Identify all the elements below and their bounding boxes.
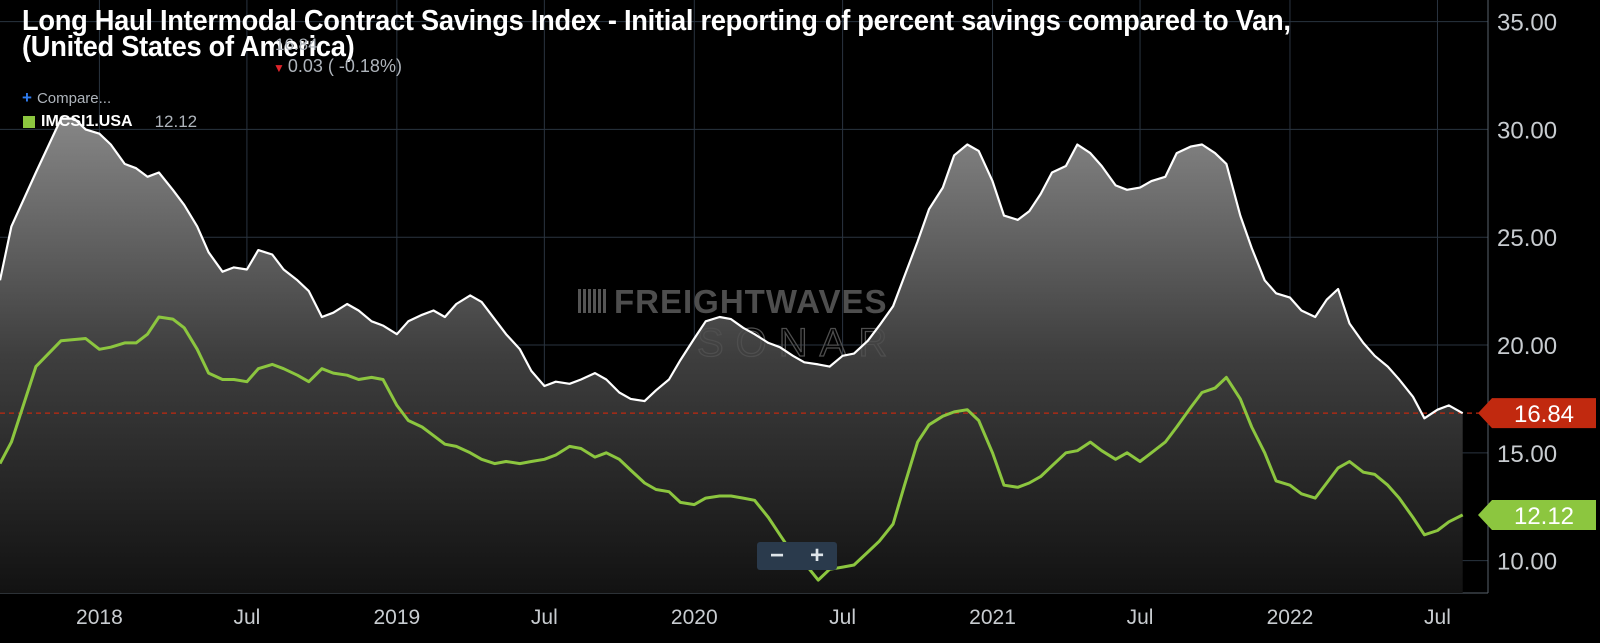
plus-icon: + [22, 88, 32, 107]
x-tick-label-6: 2021 [969, 606, 1016, 629]
y-tick-label-5: 35.00 [1497, 10, 1557, 37]
last-value-badges: 16.84 12.12 [1478, 398, 1596, 530]
watermark-logo-icon [578, 289, 606, 313]
compare-label: Compare... [36, 90, 112, 107]
header-change: ▼ 0.03 ( -0.18%) [273, 56, 402, 77]
x-tick-label-8: 2022 [1267, 606, 1314, 629]
series-lines [0, 117, 1464, 582]
watermark-line1: FREIGHTWAVES [614, 283, 888, 320]
x-tick-label-3: Jul [531, 606, 558, 629]
x-tick-label-9: Jul [1424, 606, 1451, 629]
compare-button[interactable]: + Compare... [22, 88, 111, 108]
zoom-out-button[interactable]: − [769, 542, 784, 569]
legend-series-code: IMCSI1.USA [41, 113, 133, 130]
primary-last-badge-shape [1478, 398, 1596, 429]
secondary-last-badge-text: 12.12 [1514, 503, 1574, 530]
primary-area-fill [0, 118, 1463, 593]
zoom-control: − + [757, 542, 837, 570]
y-tick-label-1: 15.00 [1497, 441, 1557, 468]
y-axis: 10.00 15.00 20.00 25.00 30.00 35.00 [1497, 10, 1557, 576]
y-tick-label-0: 10.00 [1497, 549, 1557, 576]
watermark-line2: SONAR [697, 321, 899, 365]
header-last-value: 16.84 [275, 35, 318, 54]
zoom-in-button[interactable]: + [809, 542, 824, 569]
primary-series-line [0, 117, 1464, 420]
y-tick-label-3: 25.00 [1497, 225, 1557, 252]
x-tick-label-5: Jul [829, 606, 856, 629]
primary-area [0, 118, 1463, 593]
x-tick-label-0: 2018 [76, 606, 123, 629]
chart-title: Long Haul Intermodal Contract Savings In… [22, 5, 1291, 63]
x-tick-label-1: Jul [233, 606, 260, 629]
legend-item[interactable]: IMCSI1.USA 12.12 [23, 112, 197, 132]
secondary-last-badge-shape [1478, 499, 1596, 530]
legend-swatch [23, 116, 35, 128]
x-tick-label-2: 2019 [373, 606, 420, 629]
secondary-series-line [0, 315, 1464, 582]
primary-last-badge-text: 16.84 [1514, 401, 1574, 428]
x-tick-label-7: Jul [1127, 606, 1154, 629]
down-arrow-icon: ▼ [273, 61, 285, 75]
legend-series-value: 12.12 [154, 112, 198, 131]
y-tick-label-2: 20.00 [1497, 333, 1557, 360]
x-tick-label-4: 2020 [671, 606, 718, 629]
y-tick-label-4: 30.00 [1497, 117, 1557, 144]
change-text: 0.03 ( -0.18%) [287, 56, 402, 76]
watermark: FREIGHTWAVES SONAR [578, 283, 899, 366]
x-axis: 2018 Jul 2019 Jul 2020 Jul 2021 Jul 2022 Jul [76, 606, 1451, 629]
